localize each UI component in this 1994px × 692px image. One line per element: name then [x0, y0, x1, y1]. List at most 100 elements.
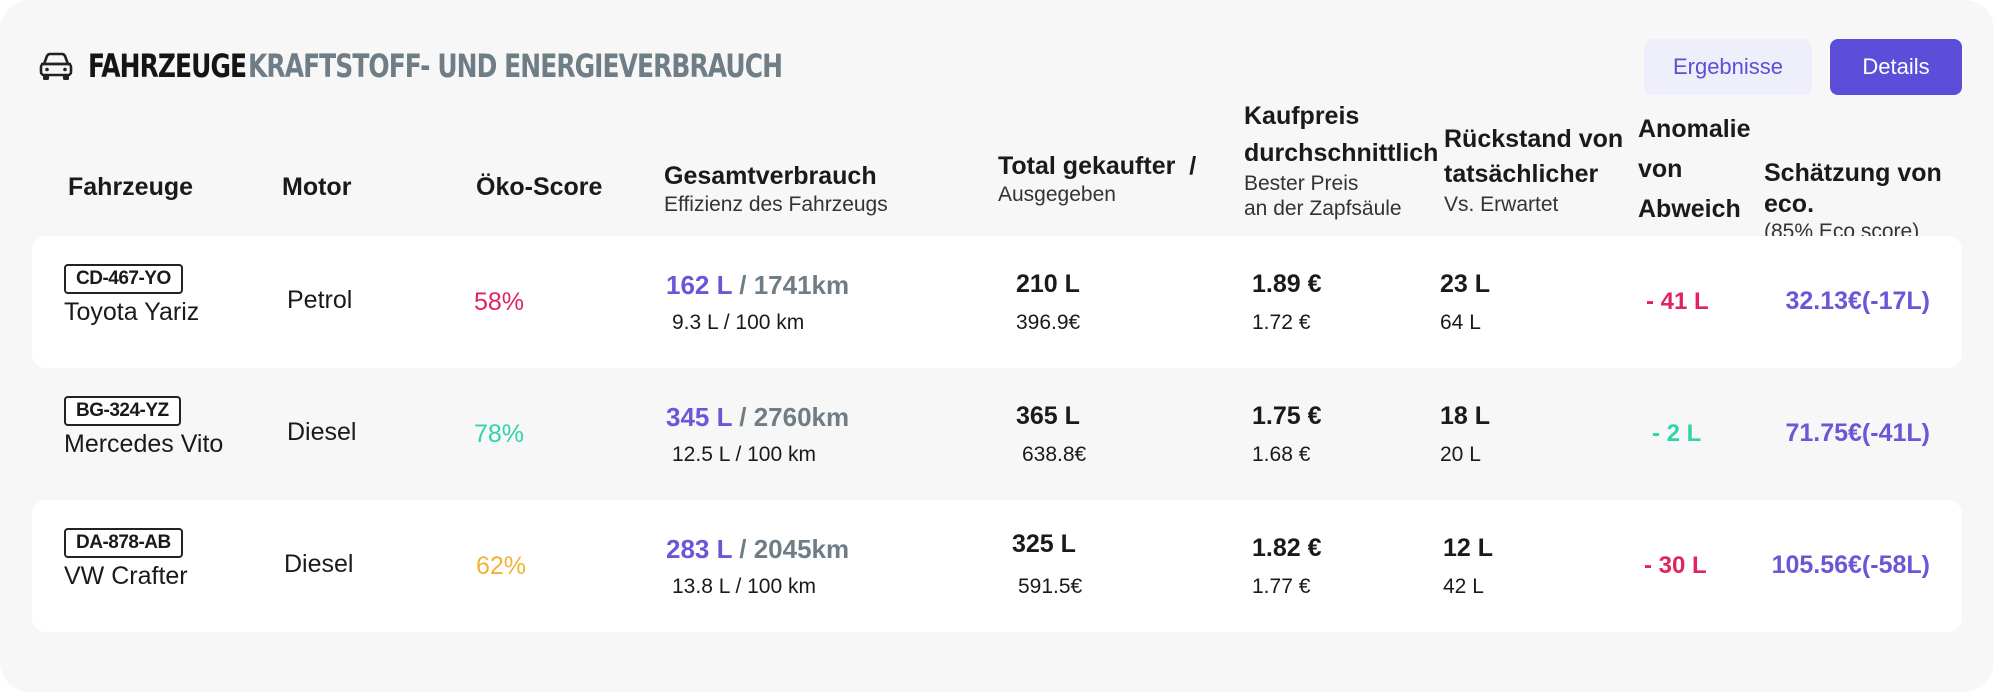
page-title: FAHRZEUGE [88, 47, 247, 85]
best-price: 1.68 € [1252, 443, 1311, 466]
anomaly-value: - 30 L [1644, 552, 1707, 579]
backlog-expected: 64 L [1440, 311, 1481, 334]
motor-type: Diesel [287, 418, 357, 446]
column-header-anomaly-line2: von [1638, 155, 1683, 183]
purchased-liters: 365 L [1016, 402, 1080, 430]
backlog-cell: 18 L 20 L [1440, 402, 1490, 467]
column-header-purchased: Total gekaufter / Ausgegeben [998, 151, 1196, 207]
amount-spent: 638.8€ [1022, 443, 1087, 466]
best-price: 1.77 € [1252, 575, 1311, 598]
column-header-backlog-line2: tatsächlicher [1444, 160, 1599, 188]
column-header-backlog-sub: Vs. Erwartet [1444, 193, 1559, 216]
motor-type: Petrol [287, 286, 353, 314]
column-header-price-line2: durchschnittlich [1244, 138, 1439, 167]
column-header-anomaly-line1: Anomalie [1638, 115, 1751, 143]
backlog-actual: 18 L [1440, 402, 1491, 430]
vehicle-cell: BG-324-YZ Mercedes Vito [64, 396, 223, 459]
car-icon [39, 52, 73, 80]
backlog-cell: 23 L 64 L [1440, 270, 1490, 335]
amount-spent: 591.5€ [1018, 575, 1083, 598]
column-header-estimate-title: Schätzung von eco. [1764, 159, 1942, 218]
column-header-purchased-title: Total gekaufter / [998, 152, 1197, 180]
table-row[interactable]: DA-878-AB VW Crafter Diesel 62% 283 L / … [32, 500, 1962, 632]
eco-score-value: 58% [474, 288, 525, 316]
backlog-actual: 23 L [1440, 270, 1491, 298]
consumption-total: 345 L / 2760km [666, 402, 849, 433]
consumption-liters: 162 L [666, 270, 733, 300]
price-cell: 1.82 € 1.77 € [1252, 534, 1322, 599]
average-price: 1.75 € [1252, 402, 1322, 430]
table-row[interactable]: BG-324-YZ Mercedes Vito Diesel 78% 345 L… [32, 368, 1962, 500]
backlog-cell: 12 L 42 L [1443, 534, 1493, 599]
purchased-cell: 325 L 591.5€ [1012, 530, 1082, 599]
license-plate: DA-878-AB [64, 528, 183, 558]
column-header-eco-score: Öko-Score [476, 173, 603, 201]
column-header-anomaly: Anomalie von Abweich [1638, 109, 1751, 229]
vehicle-model: Toyota Yariz [64, 298, 200, 326]
consumption-efficiency: 13.8 L / 100 km [672, 575, 816, 598]
consumption-separator: / [732, 534, 754, 564]
consumption-cell: 162 L / 1741km 9.3 L / 100 km [666, 270, 849, 335]
consumption-cell: 283 L / 2045km 13.8 L / 100 km [666, 534, 849, 599]
eco-score-value: 78% [474, 420, 525, 448]
average-price: 1.82 € [1252, 534, 1322, 562]
vehicle-cell: CD-467-YO Toyota Yariz [64, 264, 199, 327]
consumption-total: 162 L / 1741km [666, 270, 849, 301]
consumption-distance: 2760km [753, 402, 850, 432]
column-header-price-line1: Kaufpreis [1244, 102, 1360, 130]
purchased-cell: 365 L 638.8€ [1016, 402, 1086, 467]
column-header-consumption-title: Gesamtverbrauch [664, 162, 877, 190]
vehicle-cell: DA-878-AB VW Crafter [64, 528, 188, 591]
anomaly-value: - 2 L [1652, 420, 1702, 447]
price-cell: 1.75 € 1.68 € [1252, 402, 1322, 467]
vehicle-model: VW Crafter [64, 562, 188, 590]
consumption-separator: / [732, 402, 754, 432]
column-header-consumption: Gesamtverbrauch Effizienz des Fahrzeugs [664, 161, 888, 217]
eco-estimate: 105.56€(-58L) [1771, 551, 1930, 579]
column-header-vehicles: Fahrzeuge [68, 173, 194, 201]
page-subtitle: KRAFTSTOFF- UND ENERGIEVERBRAUCH [248, 47, 783, 85]
column-header-price-sub2: an der Zapfsäule [1244, 196, 1402, 220]
anomaly-value: - 41 L [1646, 288, 1709, 315]
consumption-separator: / [732, 270, 754, 300]
card-title: FAHRZEUGE KRAFTSTOFF- UND ENERGIEVERBRAU… [38, 44, 933, 88]
backlog-expected: 42 L [1443, 575, 1484, 598]
column-header-motor: Motor [282, 173, 352, 201]
backlog-expected: 20 L [1440, 443, 1481, 466]
purchased-cell: 210 L 396.9€ [1016, 270, 1080, 335]
average-price: 1.89 € [1252, 270, 1322, 298]
consumption-liters: 345 L [666, 402, 733, 432]
column-header-price: Kaufpreis durchschnittlich Bester Preis … [1244, 97, 1438, 221]
consumption-efficiency: 12.5 L / 100 km [672, 443, 816, 466]
column-header-price-sub1: Bester Preis [1244, 171, 1359, 195]
consumption-efficiency: 9.3 L / 100 km [672, 311, 805, 334]
column-header-purchased-sub: Ausgegeben [998, 182, 1116, 206]
results-button[interactable]: Ergebnisse [1644, 39, 1812, 95]
motor-type: Diesel [284, 550, 354, 578]
amount-spent: 396.9€ [1016, 311, 1081, 334]
license-plate: BG-324-YZ [64, 396, 181, 426]
column-header-consumption-sub: Effizienz des Fahrzeugs [664, 192, 888, 216]
vehicle-model: Mercedes Vito [64, 430, 224, 458]
column-header-anomaly-line3: Abweich [1638, 195, 1741, 223]
column-header-estimate: Schätzung von eco. (85% Eco score) [1764, 158, 1994, 244]
consumption-cell: 345 L / 2760km 12.5 L / 100 km [666, 402, 849, 467]
price-cell: 1.89 € 1.72 € [1252, 270, 1322, 335]
purchased-liters: 210 L [1016, 270, 1080, 298]
consumption-distance: 1741km [753, 270, 850, 300]
eco-estimate: 71.75€(-41L) [1785, 419, 1930, 447]
consumption-total: 283 L / 2045km [666, 534, 849, 565]
best-price: 1.72 € [1252, 311, 1311, 334]
consumption-liters: 283 L [666, 534, 733, 564]
license-plate: CD-467-YO [64, 264, 183, 294]
purchased-liters: 325 L [1012, 530, 1076, 558]
details-button[interactable]: Details [1830, 39, 1962, 95]
column-header-backlog: Rückstand von tatsächlicher Vs. Erwartet [1444, 122, 1623, 217]
eco-score-value: 62% [476, 552, 527, 580]
column-header-backlog-line1: Rückstand von [1444, 125, 1624, 153]
eco-estimate: 32.13€(-17L) [1785, 287, 1930, 315]
backlog-actual: 12 L [1443, 534, 1494, 562]
consumption-distance: 2045km [753, 534, 850, 564]
table-row[interactable]: CD-467-YO Toyota Yariz Petrol 58% 162 L … [32, 236, 1962, 368]
